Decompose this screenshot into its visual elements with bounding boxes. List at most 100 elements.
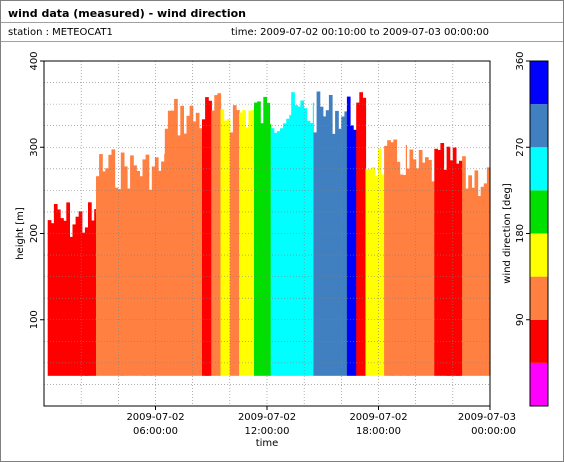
x-tick-label: 2009-07-02 xyxy=(238,412,296,423)
heatmap-cell xyxy=(300,100,305,376)
y-axis: 100 200 300 400 xyxy=(29,51,44,329)
heatmap-cell xyxy=(486,167,491,376)
heatmap-cell xyxy=(283,123,287,376)
heatmap-cell xyxy=(251,110,255,376)
heatmap-cell xyxy=(409,149,414,376)
y-tick-label: 100 xyxy=(29,310,40,329)
heatmap-cell xyxy=(390,142,394,376)
heatmap-cell xyxy=(350,125,354,376)
colorbar-band xyxy=(530,233,548,277)
heatmap-cell xyxy=(313,132,318,376)
heatmap-cell xyxy=(245,127,249,376)
x-tick-label: 18:00:00 xyxy=(356,426,401,437)
x-axis-label: time xyxy=(256,438,279,449)
header-divider-2 xyxy=(1,41,563,42)
heatmap-cell xyxy=(437,150,441,376)
heatmap-cell xyxy=(248,110,253,376)
heatmap-cell xyxy=(328,95,333,376)
heatmap-cell xyxy=(195,112,200,376)
heatmap-cell xyxy=(399,174,404,376)
heatmap-cell xyxy=(362,97,367,376)
colorbar-band xyxy=(530,190,548,234)
heatmap-cell xyxy=(396,161,401,376)
heatmap-cell xyxy=(99,154,103,376)
heatmap-cell xyxy=(421,162,426,376)
station-label: station : METEOCAT1 xyxy=(8,27,113,38)
heatmap-cell xyxy=(53,204,58,376)
heatmap-cell xyxy=(434,148,438,376)
heatmap-cell xyxy=(117,189,122,376)
colorbar-band xyxy=(530,147,548,191)
heatmap-cell xyxy=(164,153,166,376)
heatmap-cell xyxy=(446,146,451,376)
heatmap-cell xyxy=(269,124,272,376)
heatmap-cell xyxy=(214,95,218,376)
heatmap-cell xyxy=(211,110,215,376)
heatmap-cell xyxy=(192,121,197,376)
heatmap-cell xyxy=(158,170,162,376)
colorbar-band xyxy=(530,104,548,148)
heatmap-cell xyxy=(455,163,460,376)
heatmap-cell xyxy=(133,165,137,376)
heatmap-cell xyxy=(294,105,298,376)
heatmap-cell xyxy=(130,155,134,376)
heatmap-cell xyxy=(145,154,150,376)
heatmap-cell xyxy=(105,168,109,376)
heatmap-cell xyxy=(412,159,417,376)
y-tick-label: 400 xyxy=(29,51,40,70)
heatmap-cell xyxy=(254,102,258,376)
heatmap-cell xyxy=(346,96,351,376)
heatmap-cell xyxy=(88,202,92,376)
heatmap-cell xyxy=(174,98,178,376)
heatmap-cell xyxy=(84,227,89,376)
heatmap-cell xyxy=(471,187,476,376)
x-tick-label: 2009-07-03 xyxy=(458,412,516,423)
y-axis-label: height [m] xyxy=(15,207,26,260)
x-tick-label: 12:00:00 xyxy=(245,426,290,437)
heatmap-cell xyxy=(78,211,83,376)
heatmap-cell xyxy=(236,110,240,376)
x-tick-label: 2009-07-02 xyxy=(349,412,407,423)
grid-lines xyxy=(44,61,490,406)
x-axis: 2009-07-02 06:00:00 2009-07-02 12:00:00 2009… xyxy=(126,406,516,437)
heatmap-cell xyxy=(338,128,342,376)
heatmap-cell xyxy=(289,115,292,376)
heatmap-cell xyxy=(374,176,379,376)
heatmap-cell xyxy=(217,93,222,376)
heatmap-cell xyxy=(384,145,388,376)
heatmap-cell xyxy=(381,174,385,376)
heatmap-cell xyxy=(425,157,429,376)
heatmap-cell xyxy=(239,112,243,376)
heatmap-cell xyxy=(452,147,457,376)
colorbar-band xyxy=(530,61,548,105)
heatmap-cell xyxy=(468,175,472,376)
heatmap-cell xyxy=(297,106,302,376)
heatmap-cell xyxy=(96,176,100,376)
heatmap-cell xyxy=(266,102,271,376)
colorbar-tick-label: 270 xyxy=(515,138,526,157)
colorbar-band xyxy=(530,319,548,363)
heatmap-cell xyxy=(462,156,466,376)
colorbar-tick-label: 360 xyxy=(515,51,526,70)
heatmap-cell xyxy=(202,119,206,376)
heatmap-cell xyxy=(123,166,128,376)
heatmap-cell xyxy=(341,116,345,376)
heatmap-cell xyxy=(232,105,237,376)
heatmap-cell xyxy=(371,167,376,376)
heatmap-cell xyxy=(465,188,469,376)
heatmap-cell xyxy=(440,143,445,376)
heatmap-cell xyxy=(449,160,454,376)
heatmap-cell xyxy=(127,188,131,376)
heatmap-cell xyxy=(57,209,61,376)
heatmap-cell xyxy=(291,92,295,376)
heatmap-cell xyxy=(229,132,234,376)
heatmap-cell xyxy=(316,91,321,376)
heatmap-cell xyxy=(223,120,228,376)
heatmap-cell xyxy=(69,236,74,376)
heatmap-cell xyxy=(120,152,125,376)
heatmap-cell xyxy=(75,216,80,376)
heatmap-cell xyxy=(226,119,231,376)
heatmap-cell xyxy=(353,129,357,376)
x-tick-label: 2009-07-02 xyxy=(126,412,184,423)
